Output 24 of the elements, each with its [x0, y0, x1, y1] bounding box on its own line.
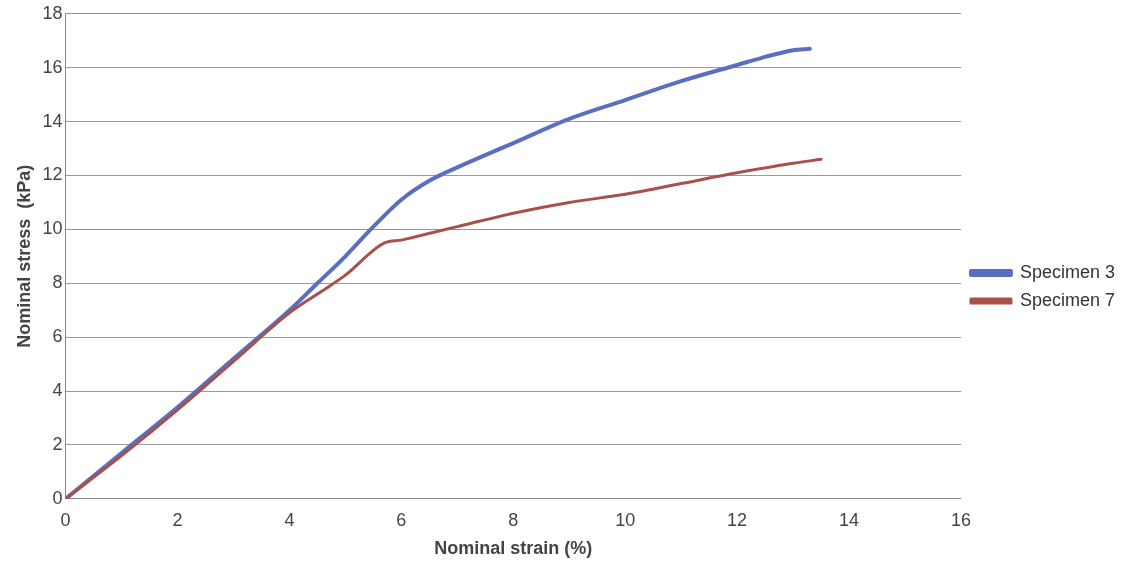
legend-label: Specimen 7 — [1019, 289, 1116, 310]
x-tick-label: 4 — [284, 509, 295, 530]
y-tick-label: 10 — [42, 218, 63, 239]
x-tick-label: 12 — [727, 509, 748, 530]
y-axis-title: Nominal stress (kPa) — [13, 164, 34, 348]
x-tick-label: 2 — [172, 509, 183, 530]
y-tick-label: 16 — [42, 56, 63, 77]
y-tick-label: 12 — [42, 164, 63, 185]
y-tick-label: 14 — [42, 110, 63, 131]
y-tick-label: 6 — [52, 326, 63, 347]
y-tick-label: 4 — [52, 379, 63, 400]
line-series — [65, 46, 812, 499]
x-tick-label: 6 — [396, 509, 407, 530]
y-tick-label: 2 — [52, 433, 63, 454]
x-tick-label: 14 — [839, 509, 860, 530]
y-tick-label: 8 — [52, 272, 63, 293]
x-axis-title: Nominal strain (%) — [434, 538, 593, 559]
x-tick-label: 10 — [615, 509, 636, 530]
y-tick-label: 18 — [42, 2, 63, 23]
legend-label: Specimen 3 — [1019, 261, 1116, 282]
y-tick-label: 0 — [52, 487, 63, 508]
x-tick-label: 8 — [508, 509, 519, 530]
x-tick-label: 16 — [950, 509, 971, 530]
line-series — [65, 157, 823, 499]
